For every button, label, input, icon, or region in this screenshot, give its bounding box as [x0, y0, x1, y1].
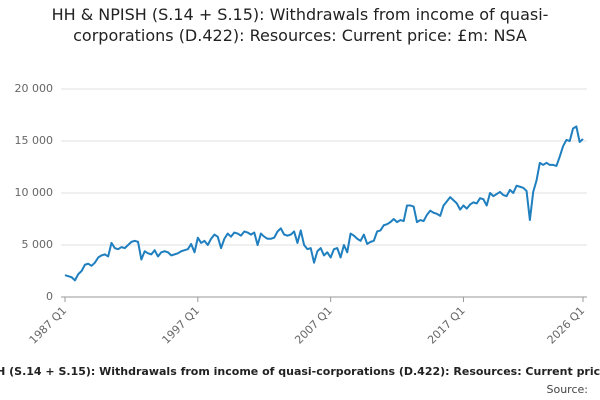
chart-title: HH & NPISH (S.14 + S.15): Withdrawals fr… [51, 5, 549, 45]
y-tick-label: 0 [46, 290, 53, 303]
source: Source: [547, 383, 589, 396]
x-tick-label: 2026 Q1 [545, 304, 588, 347]
x-tick-label: 1987 Q1 [27, 304, 70, 347]
x-tick-label: 2017 Q1 [425, 304, 468, 347]
x-tick-label: 2007 Q1 [292, 304, 335, 347]
y-tick-label: 10 000 [15, 186, 54, 199]
series-line [64, 125, 584, 282]
y-tick-label: 20 000 [15, 82, 54, 95]
title-box: HH & NPISH (S.14 + S.15): Withdrawals fr… [51, 5, 549, 45]
legend-series: HH & NPISH (S.14 + S.15): Withdrawals fr… [0, 365, 600, 378]
y-tick-label: 15 000 [15, 134, 54, 147]
x-tick-label: 1997 Q1 [160, 304, 203, 347]
y-tick-label: 5 000 [22, 238, 54, 251]
